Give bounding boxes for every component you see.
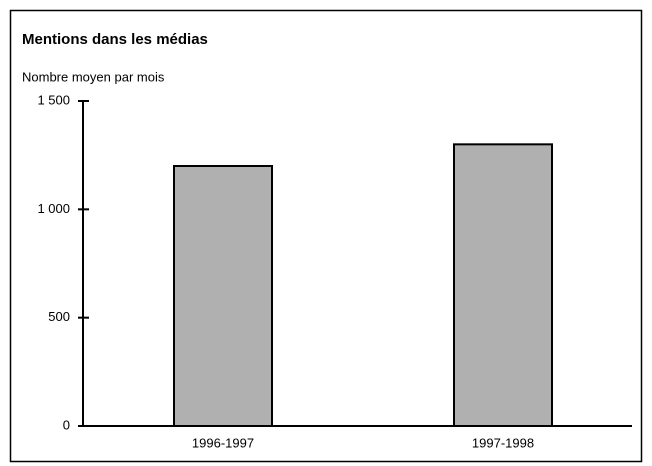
x-tick-label: 1997-1998 bbox=[472, 435, 534, 450]
bar bbox=[453, 143, 553, 427]
y-tick-label: 500 bbox=[48, 309, 70, 324]
y-tick-label: 0 bbox=[63, 417, 70, 432]
chart-subtitle: Nombre moyen par mois bbox=[22, 69, 165, 84]
x-tick-label: 1996-1997 bbox=[192, 435, 254, 450]
bar bbox=[173, 165, 273, 427]
y-tick-label: 1 000 bbox=[37, 201, 70, 216]
chart-title: Mentions dans les médias bbox=[22, 31, 208, 48]
y-tick-label: 1 500 bbox=[37, 92, 70, 107]
